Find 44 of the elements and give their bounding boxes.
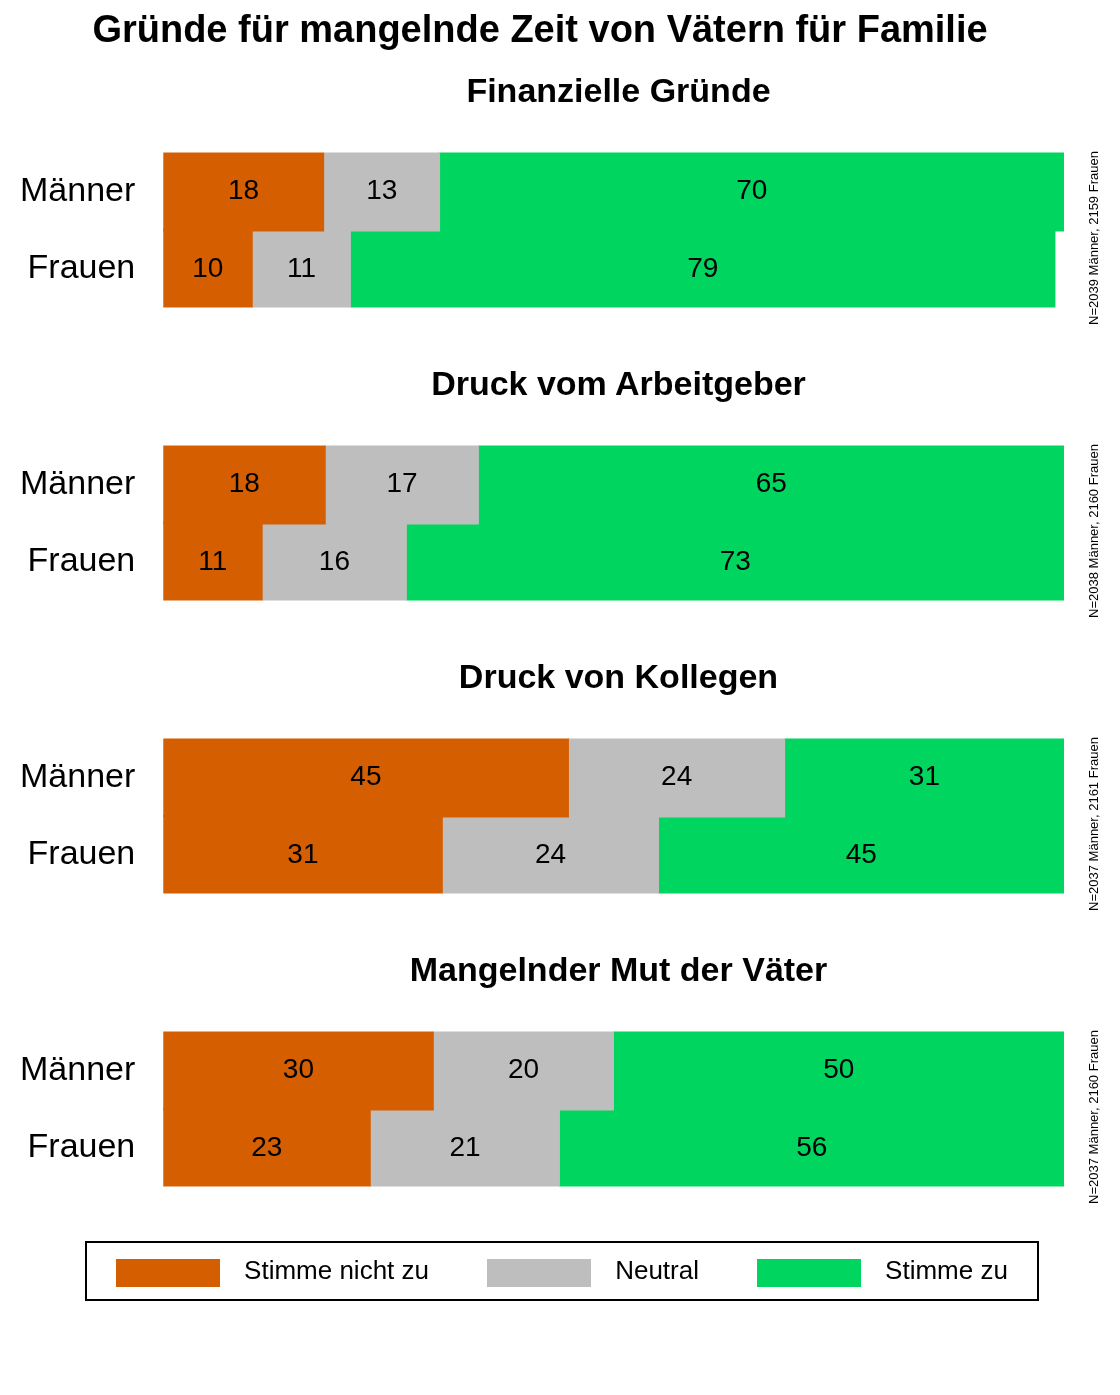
data-label: 21 [449, 1130, 481, 1162]
data-label: 79 [687, 251, 719, 283]
data-label: 24 [661, 759, 693, 791]
data-label: 18 [228, 466, 260, 498]
chart-subtitle: Mangelnder Mut der Väter [408, 949, 829, 990]
text: N=2037 Männer, 2160 Frauen [1085, 1030, 1101, 1204]
data-label: 11 [286, 251, 317, 283]
data-label: 31 [908, 759, 940, 791]
y-tick-label: Männer [20, 169, 136, 208]
y-tick-label: Frauen [27, 247, 136, 286]
data-label: 24 [535, 837, 567, 869]
data-label: 20 [507, 1052, 540, 1084]
y-tick-label: Männer [20, 462, 136, 501]
y-tick-label: Frauen [27, 1126, 136, 1165]
data-label: 17 [386, 466, 418, 498]
data-label: 65 [755, 466, 787, 498]
chart-subtitle: Druck von Kollegen [457, 656, 780, 697]
data-label: 31 [287, 837, 319, 869]
data-label: 18 [227, 173, 260, 205]
text: N=2038 Männer, 2160 Frauen [1085, 444, 1101, 618]
y-tick-label: Frauen [27, 540, 136, 579]
data-label: 70 [736, 173, 768, 205]
text: N=2037 Männer, 2161 Frauen [1085, 737, 1101, 911]
chart-subtitle: Finanzielle Gründe [465, 70, 772, 111]
data-label: 13 [366, 173, 398, 205]
chart-title: Gründe für mangelnde Zeit von Vätern für Familie [91, 7, 989, 52]
data-label: 50 [823, 1052, 855, 1084]
data-label: 45 [350, 759, 382, 791]
data-label: 10 [192, 251, 224, 283]
legend-label: Neutral [614, 1255, 699, 1287]
legend-label: Stimme zu [884, 1255, 1008, 1287]
y-tick-label: Männer [20, 1048, 136, 1087]
text: N=2039 Männer, 2159 Frauen [1085, 151, 1101, 325]
data-label: 30 [282, 1052, 314, 1084]
y-tick-label: Männer [20, 755, 136, 794]
data-label: 11 [198, 544, 228, 576]
data-label: 73 [719, 544, 751, 576]
data-label: 56 [796, 1130, 828, 1162]
data-label: 45 [845, 837, 877, 869]
data-label: 23 [251, 1130, 283, 1162]
chart-subtitle: Druck vom Arbeitgeber [430, 363, 807, 404]
data-label: 16 [318, 544, 350, 576]
legend-label: Stimme nicht zu [243, 1255, 430, 1287]
y-tick-label: Frauen [27, 833, 136, 872]
